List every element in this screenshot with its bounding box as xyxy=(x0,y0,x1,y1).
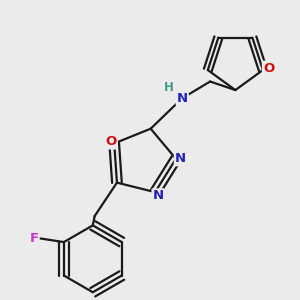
Text: N: N xyxy=(177,92,188,105)
Text: N: N xyxy=(152,189,164,203)
Text: F: F xyxy=(30,232,39,245)
Text: O: O xyxy=(263,62,274,75)
Text: N: N xyxy=(175,152,186,165)
Text: O: O xyxy=(106,135,117,148)
Text: H: H xyxy=(164,81,174,94)
